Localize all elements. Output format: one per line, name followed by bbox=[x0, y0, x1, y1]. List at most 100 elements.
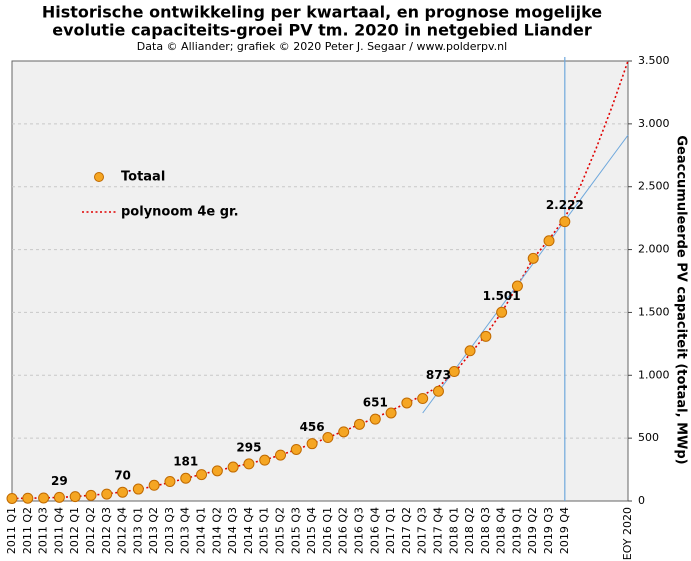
x-tick-label: 2017 Q1 bbox=[384, 507, 397, 554]
data-label: 873 bbox=[426, 368, 451, 382]
y-axis-label: Geaccumuleerde PV capaciteit (totaal, MW… bbox=[674, 135, 689, 464]
data-point bbox=[432, 385, 444, 397]
x-tick-label: 2017 Q4 bbox=[431, 507, 444, 554]
data-label: 1.501 bbox=[483, 289, 521, 303]
data-point bbox=[101, 488, 113, 500]
x-tick-label: 2012 Q4 bbox=[116, 507, 129, 554]
x-tick-label: 2019 Q4 bbox=[558, 507, 571, 554]
legend-label: Totaal bbox=[121, 170, 165, 185]
data-point bbox=[211, 465, 223, 477]
x-tick-label: 2019 Q3 bbox=[542, 507, 555, 554]
x-tick-label: 2019 Q1 bbox=[510, 507, 523, 554]
data-point bbox=[243, 458, 255, 470]
x-tick-label: 2015 Q3 bbox=[289, 507, 302, 554]
trend-line bbox=[11, 60, 629, 500]
data-point bbox=[306, 438, 318, 450]
x-tick-label: 2015 Q1 bbox=[258, 507, 271, 554]
y-tick-label: 3.500 bbox=[638, 54, 670, 67]
data-point bbox=[164, 476, 176, 488]
x-tick-label: 2018 Q1 bbox=[447, 507, 460, 554]
x-tick-label: 2013 Q1 bbox=[131, 507, 144, 554]
data-point bbox=[148, 479, 160, 491]
x-tick-label: 2018 Q4 bbox=[495, 507, 508, 554]
data-point bbox=[401, 397, 413, 409]
data-label: 181 bbox=[173, 455, 198, 469]
y-tick-label: 1.500 bbox=[638, 305, 670, 318]
data-point bbox=[22, 492, 34, 504]
chart-subtitle: Data © Alliander; grafiek © 2020 Peter J… bbox=[137, 40, 507, 53]
x-tick-label: 2014 Q3 bbox=[226, 507, 239, 554]
data-point bbox=[38, 492, 50, 504]
data-point bbox=[69, 491, 81, 503]
x-tick-label: 2012 Q1 bbox=[68, 507, 81, 554]
data-point bbox=[559, 216, 571, 228]
data-point bbox=[259, 454, 271, 466]
data-point bbox=[132, 483, 144, 495]
data-point bbox=[322, 432, 334, 444]
data-point bbox=[290, 443, 302, 455]
y-tick-label: 500 bbox=[638, 431, 659, 444]
data-point bbox=[353, 418, 365, 430]
x-tick-label: 2013 Q4 bbox=[179, 507, 192, 554]
x-tick-label: EOY 2020 bbox=[621, 507, 634, 560]
data-point bbox=[496, 306, 508, 318]
data-point bbox=[369, 413, 381, 425]
data-point bbox=[338, 426, 350, 438]
data-label: 651 bbox=[363, 396, 388, 410]
x-tick-label: 2015 Q4 bbox=[305, 507, 318, 554]
x-tick-label: 2016 Q3 bbox=[352, 507, 365, 554]
data-point bbox=[180, 472, 192, 484]
data-point bbox=[543, 235, 555, 247]
data-point bbox=[511, 280, 523, 292]
x-tick-label: 2011 Q4 bbox=[52, 507, 65, 554]
data-point bbox=[527, 252, 539, 264]
data-point bbox=[227, 461, 239, 473]
data-point bbox=[464, 345, 476, 357]
x-tick-label: 2016 Q2 bbox=[337, 507, 350, 554]
data-label: 295 bbox=[236, 440, 261, 454]
chart-title: evolutie capaciteits-groei PV tm. 2020 i… bbox=[52, 21, 592, 40]
x-tick-label: 2012 Q3 bbox=[100, 507, 113, 554]
x-tick-label: 2013 Q3 bbox=[163, 507, 176, 554]
data-label: 29 bbox=[51, 474, 68, 488]
chart-title: Historische ontwikkeling per kwartaal, e… bbox=[42, 3, 602, 22]
data-point bbox=[480, 330, 492, 342]
data-point bbox=[275, 449, 287, 461]
x-tick-label: 2012 Q2 bbox=[84, 507, 97, 554]
x-tick-label: 2011 Q1 bbox=[5, 507, 18, 554]
legend-label: polynoom 4e gr. bbox=[121, 205, 239, 220]
x-tick-label: 2014 Q2 bbox=[210, 507, 223, 554]
x-tick-label: 2018 Q3 bbox=[479, 507, 492, 554]
y-tick-label: 1.000 bbox=[638, 368, 670, 381]
x-tick-label: 2016 Q4 bbox=[368, 507, 381, 554]
plot-area bbox=[11, 60, 629, 502]
y-tick-label: 2.500 bbox=[638, 180, 670, 193]
x-tick-label: 2014 Q1 bbox=[195, 507, 208, 554]
x-tick-label: 2015 Q2 bbox=[274, 507, 287, 554]
data-point bbox=[53, 491, 65, 503]
data-label: 2.222 bbox=[546, 198, 584, 212]
x-tick-label: 2016 Q1 bbox=[321, 507, 334, 554]
data-label: 70 bbox=[114, 469, 131, 483]
x-tick-label: 2014 Q4 bbox=[242, 507, 255, 554]
x-tick-label: 2019 Q2 bbox=[526, 507, 539, 554]
x-tick-label: 2017 Q2 bbox=[400, 507, 413, 554]
data-point bbox=[448, 366, 460, 378]
x-tick-label: 2017 Q3 bbox=[416, 507, 429, 554]
x-tick-label: 2011 Q2 bbox=[21, 507, 34, 554]
data-label: 456 bbox=[300, 420, 325, 434]
y-tick-label: 0 bbox=[638, 494, 645, 507]
x-tick-label: 2013 Q2 bbox=[147, 507, 160, 554]
y-tick-label: 2.000 bbox=[638, 243, 670, 256]
x-tick-label: 2018 Q2 bbox=[463, 507, 476, 554]
y-tick-label: 3.000 bbox=[638, 117, 670, 130]
data-point bbox=[117, 486, 129, 498]
data-point bbox=[85, 489, 97, 501]
data-point bbox=[417, 393, 429, 405]
data-point bbox=[385, 407, 397, 419]
x-tick-label: 2011 Q3 bbox=[37, 507, 50, 554]
legend-marker bbox=[94, 172, 104, 182]
data-point bbox=[196, 469, 208, 481]
data-point bbox=[6, 492, 18, 504]
